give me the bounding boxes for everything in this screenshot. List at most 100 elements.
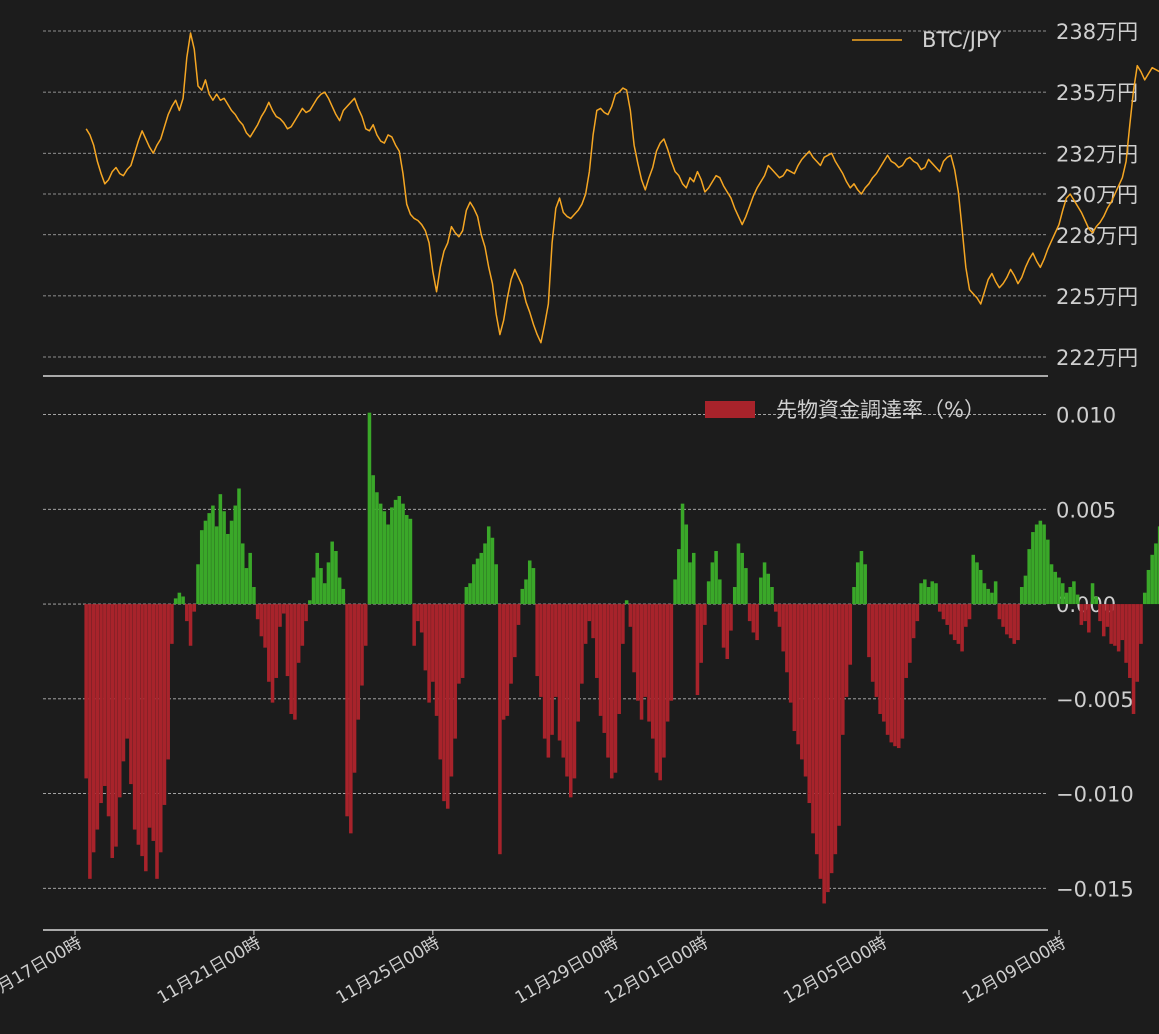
funding-rate-bar xyxy=(363,604,368,646)
funding-rate-bar xyxy=(516,604,521,625)
funding-rate-bar xyxy=(695,604,700,696)
funding-rate-bar xyxy=(248,552,252,605)
funding-rate-bar xyxy=(1034,524,1039,605)
funding-rate-bar xyxy=(1016,604,1020,641)
funding-rate-bar xyxy=(1046,539,1050,605)
funding-rate-bar xyxy=(837,604,841,826)
price-y-tick-label: 228万円 xyxy=(1056,224,1138,248)
funding-rate-bar xyxy=(505,604,510,716)
funding-rate-bar xyxy=(378,503,383,605)
funding-rate-bar xyxy=(147,604,152,828)
funding-rate-bar xyxy=(677,549,681,605)
funding-rate-bar xyxy=(990,592,994,605)
funding-rate-bar xyxy=(762,562,767,605)
funding-rate-bar xyxy=(501,604,506,720)
funding-rate-bar xyxy=(844,604,849,697)
funding-rate-bar xyxy=(691,552,696,605)
funding-rate-bar xyxy=(1098,604,1102,622)
funding-rate-bar xyxy=(117,604,122,798)
funding-rate-bar xyxy=(665,604,670,722)
funding-rate-bar xyxy=(911,604,916,639)
funding-rate-bar xyxy=(222,511,226,605)
funding-rate-bar xyxy=(281,604,286,614)
funding-rate-bar xyxy=(1001,604,1005,627)
funding-rate-bar xyxy=(721,604,726,648)
funding-rate-bar xyxy=(214,526,219,605)
funding-rate-bar xyxy=(703,604,707,625)
funding-rate-bar xyxy=(732,587,737,605)
funding-rate-bar xyxy=(315,552,320,605)
funding-rate-bar xyxy=(964,604,968,627)
funding-rate-bar xyxy=(639,604,644,720)
funding-rate-bar xyxy=(1038,520,1043,605)
funding-rate-bar xyxy=(885,604,890,735)
funding-rate-bar xyxy=(308,600,312,605)
funding-rate-bar xyxy=(546,604,551,758)
funding-rate-bar xyxy=(300,604,305,646)
funding-rate-bar xyxy=(684,524,689,605)
funding-rate-bar xyxy=(1023,575,1028,605)
funding-rate-bar xyxy=(926,587,931,605)
funding-rate-bar xyxy=(654,604,659,773)
funding-rate-bar xyxy=(770,587,774,605)
funding-rate-bar xyxy=(494,564,498,605)
funding-rate-bar xyxy=(1064,592,1069,605)
funding-rate-bar xyxy=(841,604,845,735)
funding-rate-bar xyxy=(636,604,640,701)
funding-rate-bar xyxy=(352,604,357,773)
funding-rate-bar xyxy=(386,524,390,605)
funding-y-tick-label: −0.005 xyxy=(1056,688,1134,712)
funding-rate-bar xyxy=(203,520,208,605)
funding-rate-bar xyxy=(1057,577,1061,605)
funding-rate-bar xyxy=(457,604,461,684)
funding-rate-bar xyxy=(725,604,730,660)
funding-rate-bar xyxy=(714,551,718,605)
funding-rate-bar xyxy=(289,604,293,714)
funding-rate-bar xyxy=(1157,526,1159,605)
funding-rate-bar xyxy=(647,604,651,722)
funding-rate-bar xyxy=(244,568,249,605)
funding-rate-bar xyxy=(274,604,279,678)
funding-rate-bar xyxy=(1094,596,1099,605)
funding-rate-bar xyxy=(863,564,867,605)
funding-rate-bar xyxy=(311,577,316,605)
funding-rate-bar xyxy=(930,581,935,605)
funding-y-tick-label: −0.010 xyxy=(1056,783,1134,807)
funding-rate-bar xyxy=(1150,554,1154,605)
funding-rate-bar xyxy=(349,604,353,834)
funding-rate-bar xyxy=(192,604,197,612)
funding-rate-bar xyxy=(211,505,215,605)
funding-rate-bar xyxy=(162,604,167,805)
funding-rate-bar xyxy=(781,604,785,652)
funding-rate-bar xyxy=(129,604,133,785)
funding-rate-bar xyxy=(460,604,465,678)
funding-rate-bar xyxy=(527,560,532,605)
funding-rate-bar xyxy=(904,604,908,678)
funding-rate-bar xyxy=(923,579,927,605)
funding-rate-bar xyxy=(621,604,625,644)
funding-rate-bar xyxy=(744,568,748,605)
funding-rate-bar xyxy=(110,604,115,858)
funding-rate-bar xyxy=(919,583,923,605)
funding-rate-bar xyxy=(632,604,636,673)
funding-rate-bar xyxy=(595,604,599,678)
price-legend: BTC/JPY xyxy=(852,28,1001,52)
funding-rate-bar xyxy=(252,587,256,605)
funding-rate-bar xyxy=(751,604,756,633)
funding-rate-bar xyxy=(401,503,405,605)
price-panel: 238万円235万円232万円230万円228万円225万円222万円BTC/J… xyxy=(43,20,1159,377)
funding-rate-bar xyxy=(803,604,808,777)
funding-rate-bar xyxy=(870,604,875,682)
funding-rate-bar xyxy=(662,604,666,758)
funding-rate-bar xyxy=(1116,604,1121,652)
funding-rate-bar xyxy=(88,604,92,879)
funding-rate-bar xyxy=(412,604,416,646)
funding-rate-bar xyxy=(777,604,782,627)
funding-rate-bar xyxy=(688,562,692,605)
funding-rate-bar xyxy=(453,604,457,739)
funding-legend-label: 先物資金調達率（%） xyxy=(776,398,985,422)
btc-jpy-price-line xyxy=(85,32,1159,344)
funding-rate-bar xyxy=(945,604,949,625)
funding-rate-bar xyxy=(1128,604,1132,678)
funding-rate-bar xyxy=(1031,532,1035,605)
